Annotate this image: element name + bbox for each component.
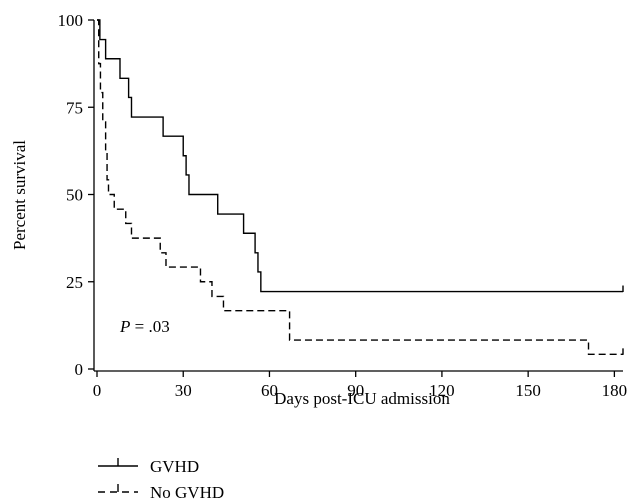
legend: GVHD No GVHD xyxy=(98,457,224,502)
legend-label: GVHD xyxy=(150,457,199,476)
legend-label: No GVHD xyxy=(150,483,224,502)
no-gvhd-survival-line xyxy=(97,19,623,356)
y-tick-label: 75 xyxy=(66,98,83,117)
y-axis-label: Percent survival xyxy=(10,140,29,250)
y-tick-label: 25 xyxy=(66,273,83,292)
p-value-annotation: P = .03 xyxy=(119,317,170,336)
plot-lines xyxy=(97,19,624,356)
x-tick-label: 180 xyxy=(602,381,628,400)
x-tick-label: 0 xyxy=(93,381,102,400)
x-tick-label: 150 xyxy=(515,381,541,400)
x-tick-label: 30 xyxy=(175,381,192,400)
x-tick-label: 120 xyxy=(429,381,455,400)
y-tick-label: 100 xyxy=(58,11,84,30)
axes xyxy=(93,20,623,372)
p-value-text: = .03 xyxy=(130,317,169,336)
x-tick-label: 90 xyxy=(347,381,364,400)
x-axis-label: Days post-ICU admission xyxy=(274,389,450,408)
p-value-letter: P xyxy=(119,317,130,336)
ticks: 0 25 50 75 100 0 30 60 90 120 150 180 xyxy=(58,11,628,400)
x-tick-label: 60 xyxy=(261,381,278,400)
y-tick-label: 0 xyxy=(75,360,84,379)
gvhd-survival-line xyxy=(97,19,623,293)
y-tick-label: 50 xyxy=(66,186,83,205)
